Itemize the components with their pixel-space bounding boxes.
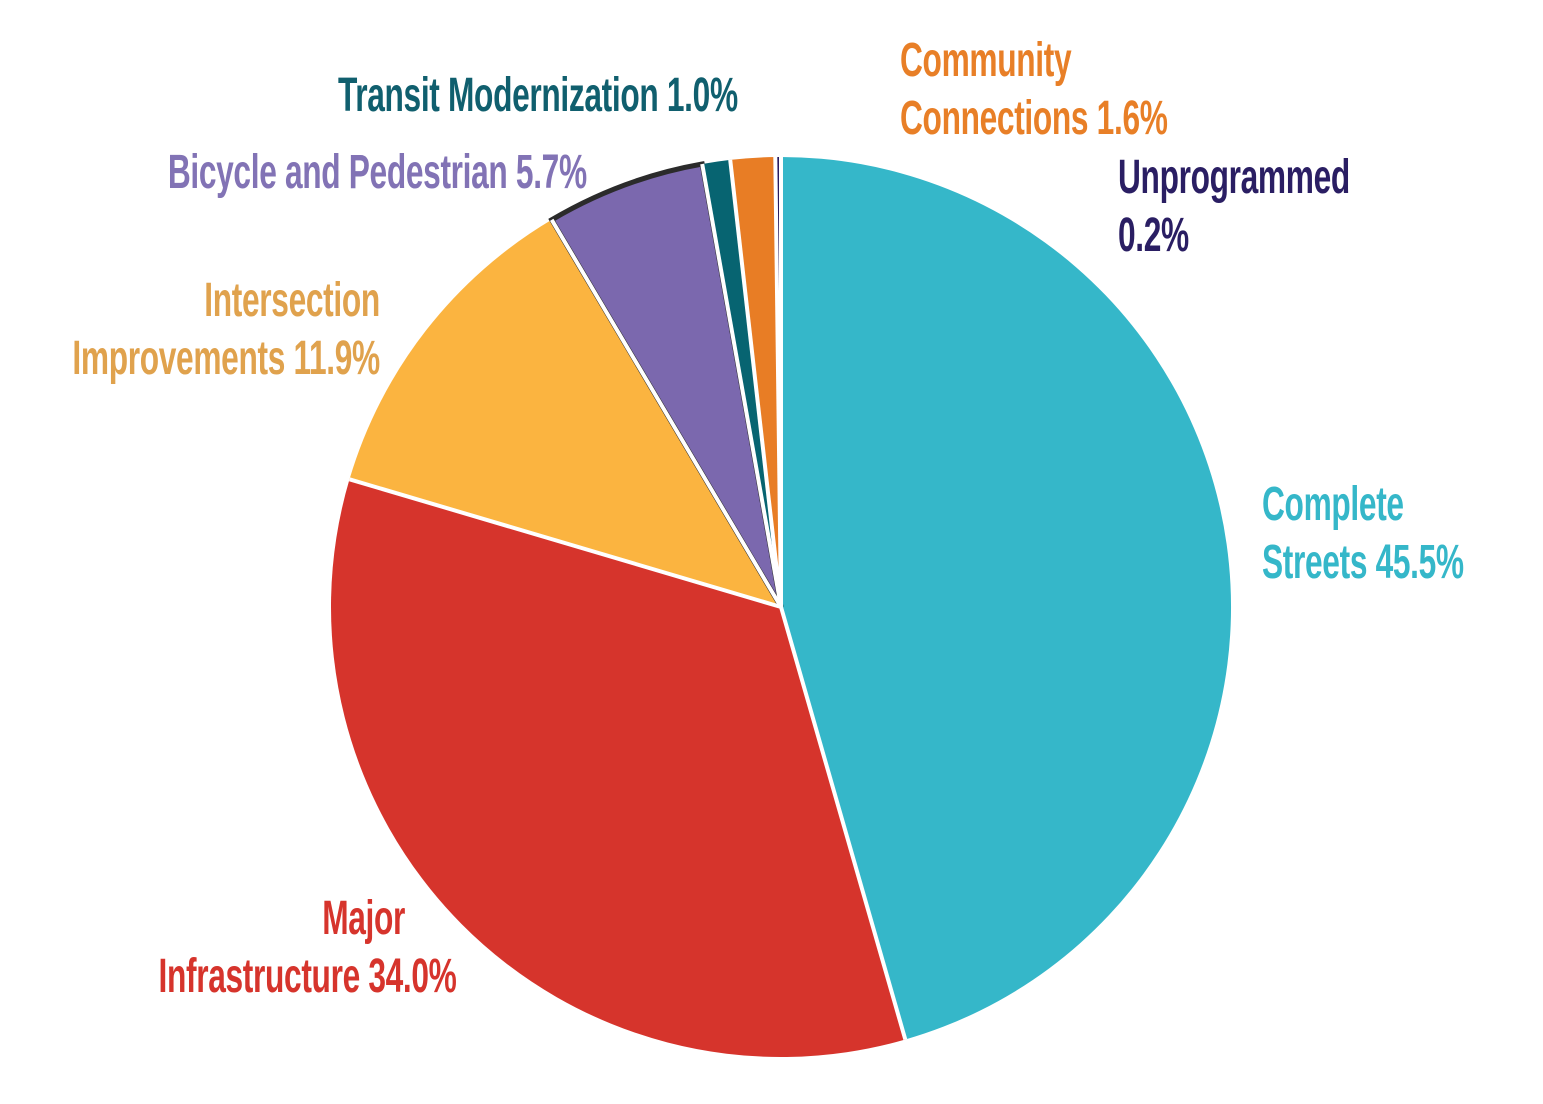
slice-separator (549, 218, 783, 609)
slice-separator (348, 477, 782, 609)
label-unprogrammed: Unprogrammed 0.2% (1118, 149, 1350, 265)
pie-slice-bicycle-pedestrian (548, 161, 784, 609)
label-line: Transit Modernization 1.0% (338, 69, 738, 122)
label-line: Unprogrammed (1118, 151, 1350, 204)
pie-slice-complete-streets (781, 157, 1232, 1040)
label-major-infrastructure: Major Infrastructure 34.0% (159, 890, 457, 1006)
label-complete-streets: Complete Streets 45.5% (1262, 476, 1464, 592)
label-line: Improvements 11.9% (72, 332, 381, 385)
label-bicycle-pedestrian: Bicycle and Pedestrian 5.7% (168, 144, 587, 202)
slice-separator (728, 159, 783, 608)
slice-separator (779, 606, 908, 1041)
label-transit-modernization: Transit Modernization 1.0% (338, 67, 738, 125)
label-line: Bicycle and Pedestrian 5.7% (168, 146, 587, 199)
label-line: 0.2% (1118, 209, 1189, 262)
label-line: Infrastructure 34.0% (158, 950, 457, 1003)
slice-separator (773, 156, 783, 608)
label-line: Major (322, 892, 406, 945)
slice-separator (700, 163, 783, 608)
label-line: Community (900, 34, 1072, 87)
pie-slice-major-infrastructure (330, 479, 906, 1058)
label-line: Complete (1262, 478, 1404, 531)
label-intersection-improvements: Intersection Improvements 11.9% (72, 272, 381, 388)
label-community-connections: Community Connections 1.6% (900, 32, 1168, 148)
label-line: Intersection (204, 274, 380, 327)
label-line: Connections 1.6% (900, 92, 1168, 145)
label-line: Streets 45.5% (1262, 536, 1464, 589)
